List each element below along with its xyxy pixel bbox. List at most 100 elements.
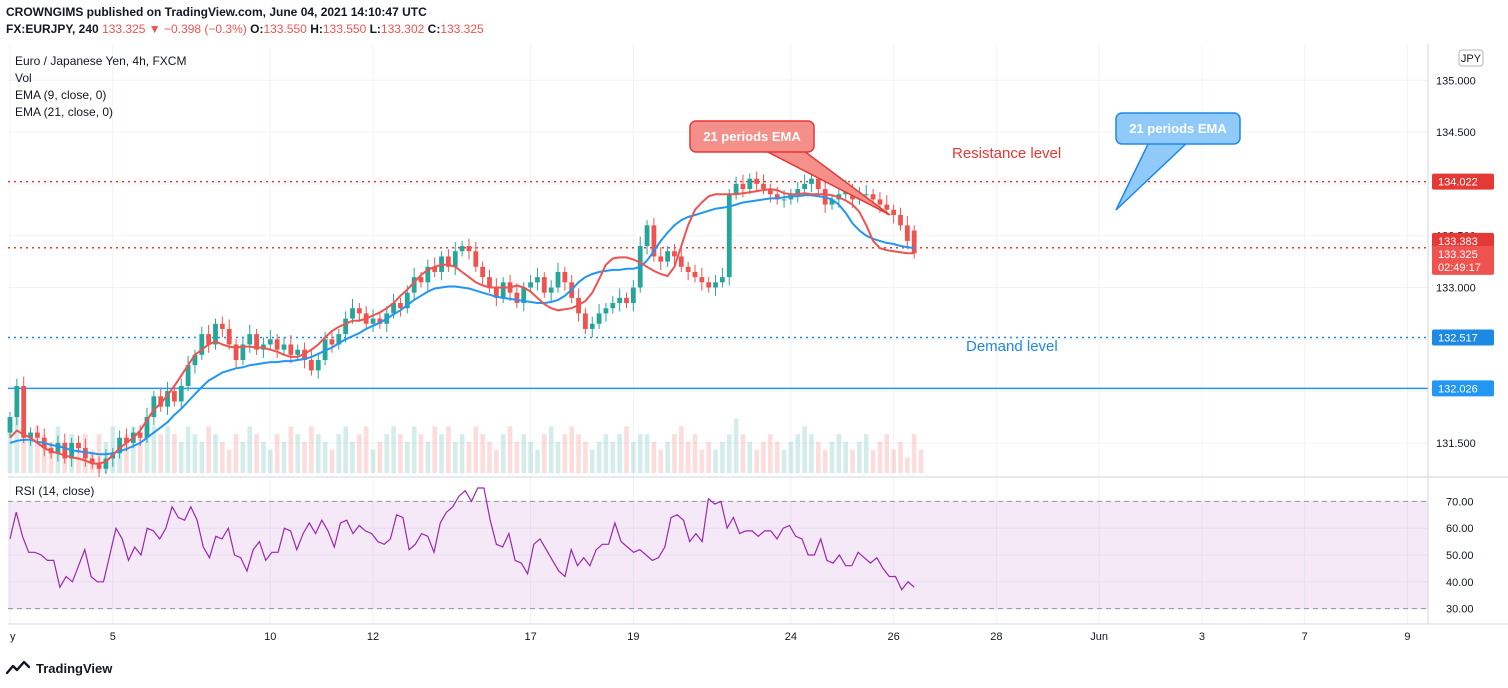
ema21-legend[interactable]: EMA (21, close, 0) bbox=[15, 105, 114, 119]
rsi-legend[interactable]: RSI (14, close) bbox=[15, 484, 95, 498]
volume-bar bbox=[446, 426, 451, 473]
candle-body bbox=[309, 360, 314, 371]
volume-bar bbox=[617, 434, 622, 473]
rsi-tick-label: 30.00 bbox=[1446, 604, 1474, 616]
volume-bar bbox=[254, 434, 259, 473]
volume-bar bbox=[247, 426, 253, 473]
volume-bar bbox=[357, 434, 362, 473]
candle-body bbox=[678, 256, 684, 267]
volume-legend[interactable]: Vol bbox=[15, 71, 32, 85]
candle-body bbox=[89, 458, 95, 464]
volume-bar bbox=[391, 426, 396, 473]
candle-body bbox=[55, 442, 61, 454]
volume-bar bbox=[7, 426, 13, 473]
candle-body bbox=[774, 194, 780, 200]
volume-bar bbox=[398, 434, 403, 473]
candle-body bbox=[877, 199, 883, 205]
time-axis[interactable]: y510121719242628Jun37914 bbox=[10, 631, 1508, 643]
indicator-legend[interactable]: Euro / Japanese Yen, 4h, FXCM Vol EMA (9… bbox=[15, 53, 186, 121]
time-tick-label: 17 bbox=[524, 631, 536, 643]
price-tick-label: 134.500 bbox=[1436, 127, 1476, 139]
candle-body bbox=[350, 308, 355, 319]
volume-bar bbox=[439, 434, 444, 473]
demand-tag: 132.517 bbox=[1438, 333, 1478, 345]
candle-body bbox=[96, 463, 102, 469]
candle-body bbox=[247, 334, 253, 345]
currency-badge[interactable]: JPY bbox=[1458, 49, 1484, 67]
volume-bar bbox=[288, 426, 294, 473]
candle-body bbox=[14, 385, 20, 418]
candle-body bbox=[555, 271, 561, 288]
candle-body bbox=[713, 282, 718, 288]
candle-body bbox=[870, 194, 876, 200]
series-title[interactable]: Euro / Japanese Yen, 4h, FXCM bbox=[15, 54, 187, 68]
candle-body bbox=[281, 344, 287, 350]
footer-brand[interactable]: TradingView bbox=[6, 660, 112, 676]
volume-bar bbox=[226, 449, 232, 473]
candle-body bbox=[21, 385, 27, 438]
candle-body bbox=[117, 437, 122, 454]
time-tick-label: 24 bbox=[785, 631, 797, 643]
volume-bar bbox=[596, 441, 602, 473]
volume-bar bbox=[836, 434, 842, 473]
candle-body bbox=[329, 339, 335, 345]
right-ema-callout[interactable]: 21 periods EMA bbox=[1115, 112, 1241, 211]
volume-bar bbox=[699, 449, 705, 473]
candle-body bbox=[651, 225, 657, 257]
time-tick-label: 26 bbox=[888, 631, 900, 643]
volume-bar bbox=[494, 449, 499, 473]
close-value: 133.325 bbox=[440, 22, 484, 36]
candle-body bbox=[226, 328, 232, 345]
candle-body bbox=[240, 344, 246, 361]
candle-body bbox=[829, 199, 835, 205]
candle-body bbox=[124, 437, 129, 443]
currency-badge-label: JPY bbox=[1461, 53, 1482, 65]
candle-body bbox=[644, 225, 650, 247]
rsi-axis[interactable]: 70.00 60.00 50.00 40.00 30.00 bbox=[1446, 496, 1474, 615]
candle-body bbox=[178, 385, 184, 402]
volume-bar bbox=[487, 441, 492, 473]
last-price-tag-bg bbox=[1432, 245, 1494, 275]
candle-body bbox=[617, 297, 623, 304]
candle-body bbox=[528, 282, 533, 288]
candle-body bbox=[781, 199, 787, 201]
volume-bar bbox=[192, 434, 198, 473]
volume-bar bbox=[261, 441, 266, 473]
candle-body bbox=[658, 256, 664, 262]
candle-body bbox=[500, 282, 506, 298]
volume-bar bbox=[651, 441, 657, 473]
candle-body bbox=[172, 391, 177, 402]
candle-body bbox=[336, 334, 342, 345]
volume-bar bbox=[672, 434, 677, 473]
volume-bar bbox=[768, 434, 773, 473]
high-value: 133.550 bbox=[322, 22, 367, 36]
volume-bar bbox=[418, 434, 424, 473]
ema9-legend[interactable]: EMA (9, close, 0) bbox=[15, 88, 107, 102]
demand-label: Demand level bbox=[966, 338, 1058, 355]
volume-bar bbox=[302, 441, 307, 473]
volume-bar bbox=[781, 449, 787, 473]
last-price-tag: 133.325 bbox=[1438, 249, 1478, 261]
candle-body bbox=[295, 349, 301, 355]
rsi-tick-label: 60.00 bbox=[1446, 523, 1474, 535]
tradingview-logo-icon bbox=[6, 660, 30, 675]
footer-brand-label: TradingView bbox=[36, 660, 113, 676]
left-ema-callout[interactable]: 21 periods EMA bbox=[689, 120, 891, 216]
candle-body bbox=[233, 344, 239, 361]
candle-body bbox=[754, 178, 760, 184]
candle-body bbox=[541, 277, 547, 293]
volume-bar bbox=[788, 441, 794, 473]
volume-bar bbox=[14, 403, 20, 473]
volume-bar bbox=[733, 418, 739, 473]
candle-body bbox=[809, 178, 814, 184]
volume-bar bbox=[576, 434, 581, 473]
ohlc-line: FX:EURJPY, 240 133.325 ▼ −0.398 (−0.3%) … bbox=[6, 21, 484, 38]
volume-bar bbox=[233, 434, 239, 473]
volume-bar bbox=[610, 441, 616, 473]
volume-bar bbox=[268, 449, 273, 473]
volume-bar bbox=[911, 434, 917, 473]
candle-body bbox=[548, 287, 554, 293]
volume-bar bbox=[124, 434, 129, 473]
volume-bar bbox=[315, 434, 321, 473]
